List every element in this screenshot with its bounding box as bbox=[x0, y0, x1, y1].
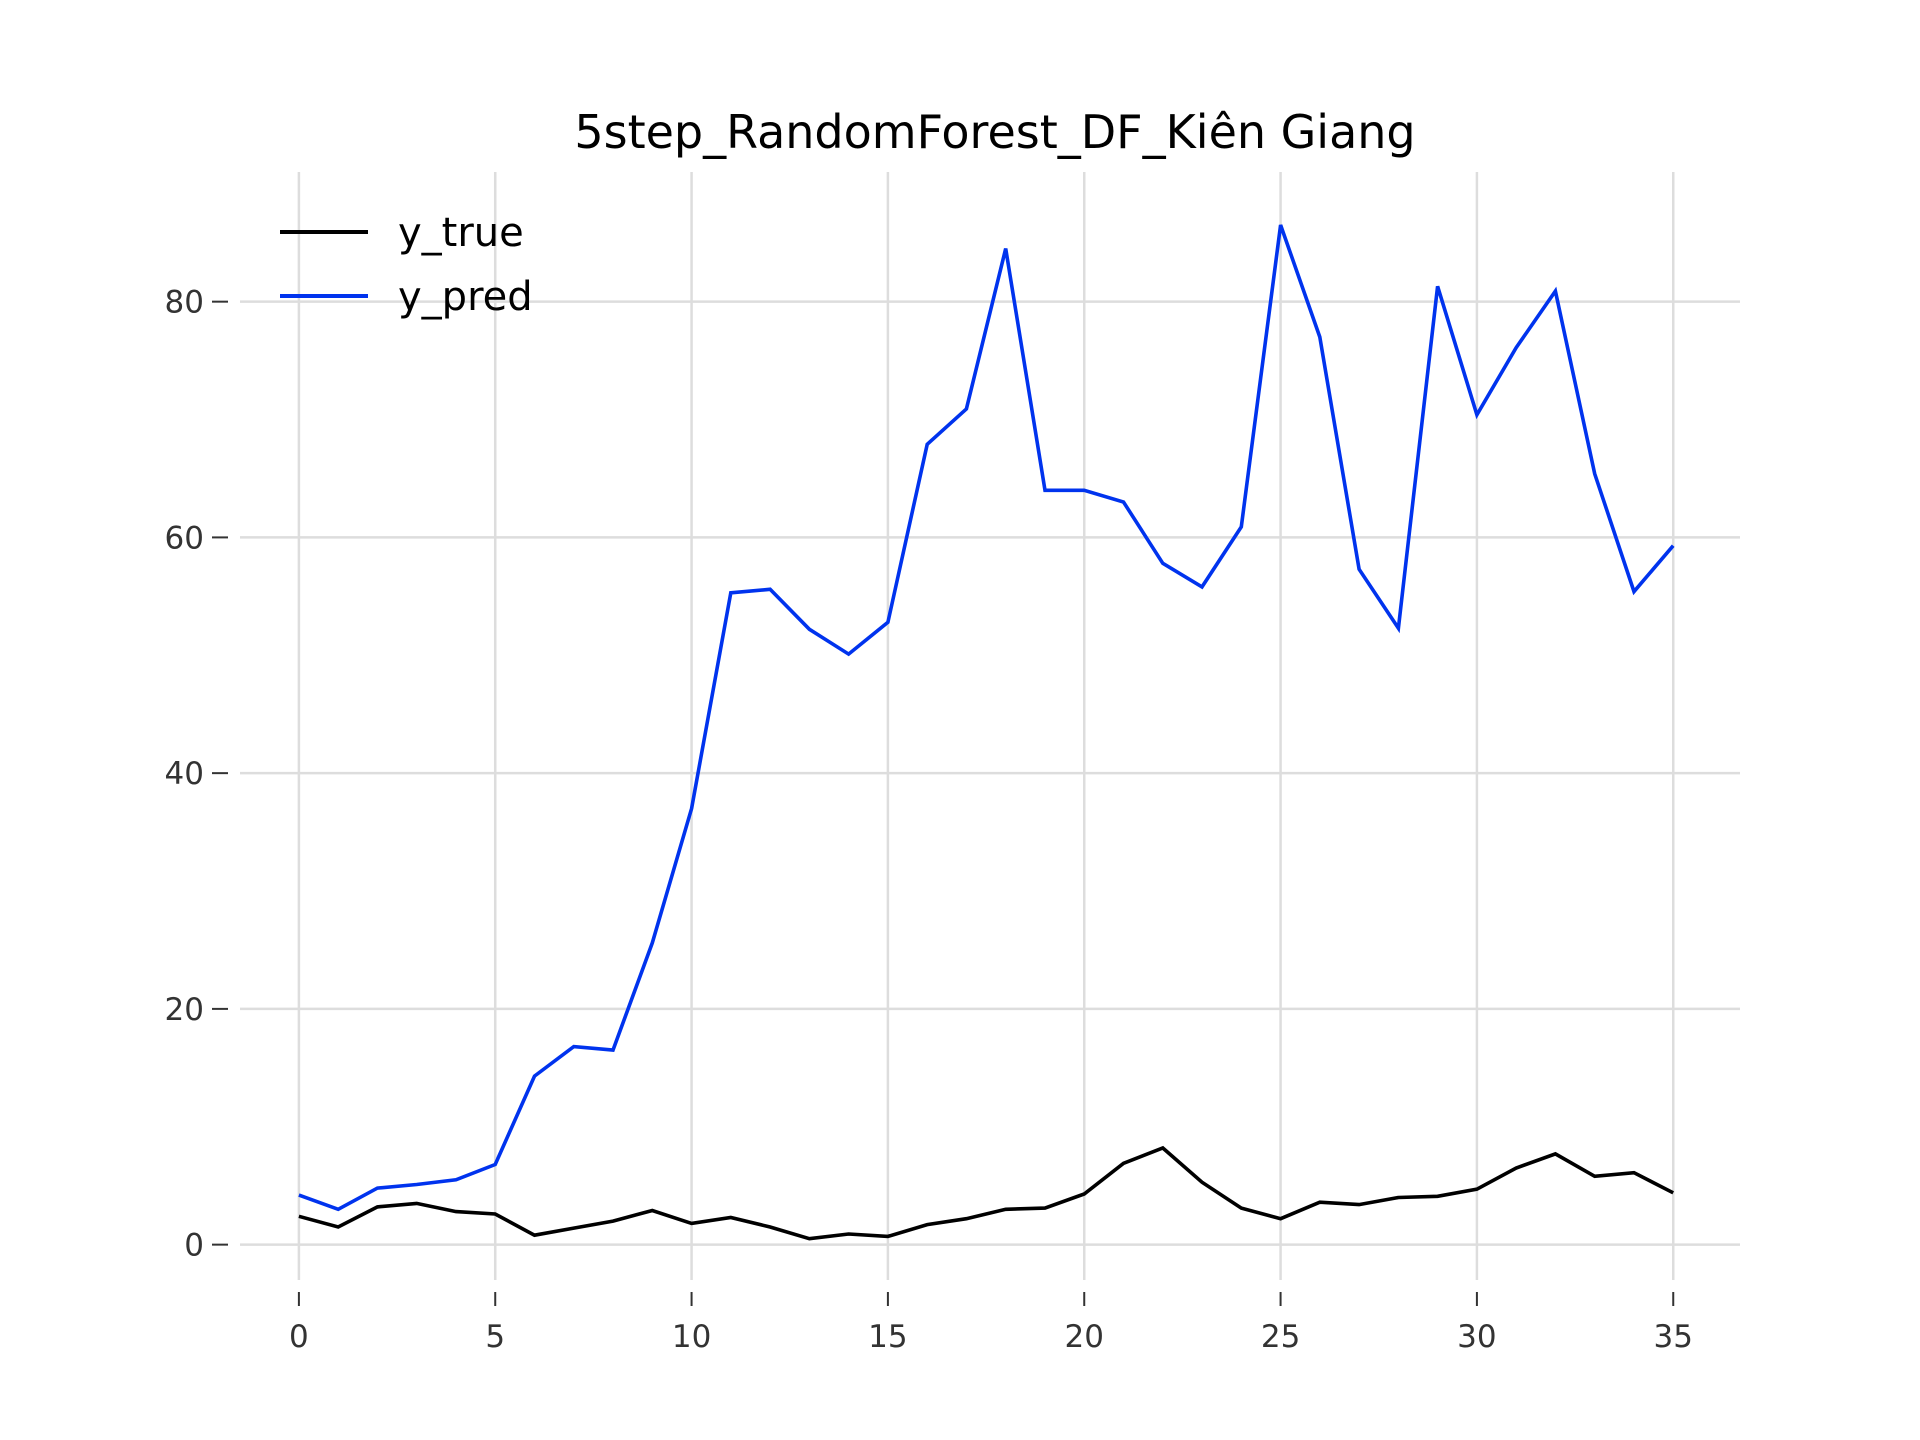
y-tick-label: 80 bbox=[165, 285, 204, 321]
grid bbox=[240, 172, 1740, 1280]
y-tick-label: 60 bbox=[165, 520, 204, 556]
x-tick-label: 35 bbox=[1654, 1319, 1693, 1355]
axis-ticks: 0 5 10 15 20 25 30 35 0 20 40 60 80 bbox=[165, 285, 1693, 1355]
y-tick-label: 0 bbox=[184, 1228, 204, 1264]
legend-label: y_true bbox=[398, 210, 524, 256]
chart-title: 5step_RandomForest_DF_Kiên Giang bbox=[574, 105, 1415, 159]
x-tick-label: 15 bbox=[868, 1319, 907, 1355]
x-tick-label: 20 bbox=[1065, 1319, 1104, 1355]
legend: y_true y_pred bbox=[280, 210, 533, 320]
x-tick-label: 0 bbox=[289, 1319, 309, 1355]
y-tick-label: 20 bbox=[165, 992, 204, 1028]
x-tick-label: 10 bbox=[672, 1319, 711, 1355]
x-tick-label: 25 bbox=[1261, 1319, 1300, 1355]
series-line-y-true bbox=[298, 1145, 1675, 1241]
x-tick-label: 30 bbox=[1457, 1319, 1496, 1355]
legend-label: y_pred bbox=[398, 274, 533, 320]
y-tick-label: 40 bbox=[165, 756, 204, 792]
series-lines bbox=[298, 224, 1675, 1241]
x-tick-label: 5 bbox=[485, 1319, 505, 1355]
series-line-y-pred bbox=[298, 224, 1675, 1212]
